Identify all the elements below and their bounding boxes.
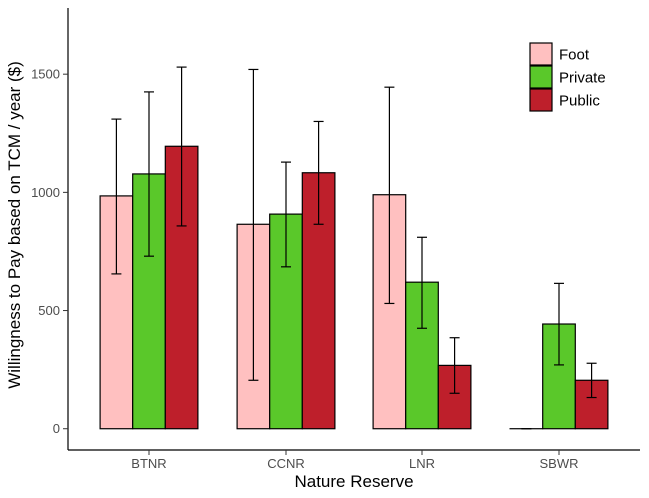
x-tick-label: CCNR bbox=[267, 456, 305, 471]
x-axis-title: Nature Reserve bbox=[294, 472, 413, 491]
x-ticks: BTNR CCNR LNR SBWR bbox=[131, 450, 579, 471]
bar-private-btnr bbox=[132, 173, 166, 430]
bars bbox=[99, 145, 609, 430]
y-tick-label: 1000 bbox=[31, 185, 60, 200]
axes bbox=[67, 8, 640, 451]
legend-key-private bbox=[529, 65, 553, 89]
y-tick-label: 0 bbox=[53, 421, 60, 436]
y-ticks: 0 500 1000 1500 bbox=[31, 67, 68, 436]
y-tick-label: 500 bbox=[38, 303, 60, 318]
legend-key-public bbox=[529, 88, 553, 112]
legend-label-foot: Foot bbox=[559, 47, 590, 64]
x-tick-label: LNR bbox=[409, 456, 435, 471]
bar-foot-lnr bbox=[372, 194, 407, 430]
y-tick-label: 1500 bbox=[31, 67, 60, 82]
y-axis-title: Willingness to Pay based on TCM / year (… bbox=[5, 61, 24, 389]
x-tick-label: BTNR bbox=[131, 456, 166, 471]
legend-label-private: Private bbox=[559, 70, 606, 87]
legend-label-public: Public bbox=[559, 93, 600, 110]
legend-key-foot bbox=[529, 42, 553, 66]
legend: Foot Private Public bbox=[529, 42, 606, 112]
error-bars bbox=[111, 66, 597, 430]
x-tick-label: SBWR bbox=[540, 456, 579, 471]
